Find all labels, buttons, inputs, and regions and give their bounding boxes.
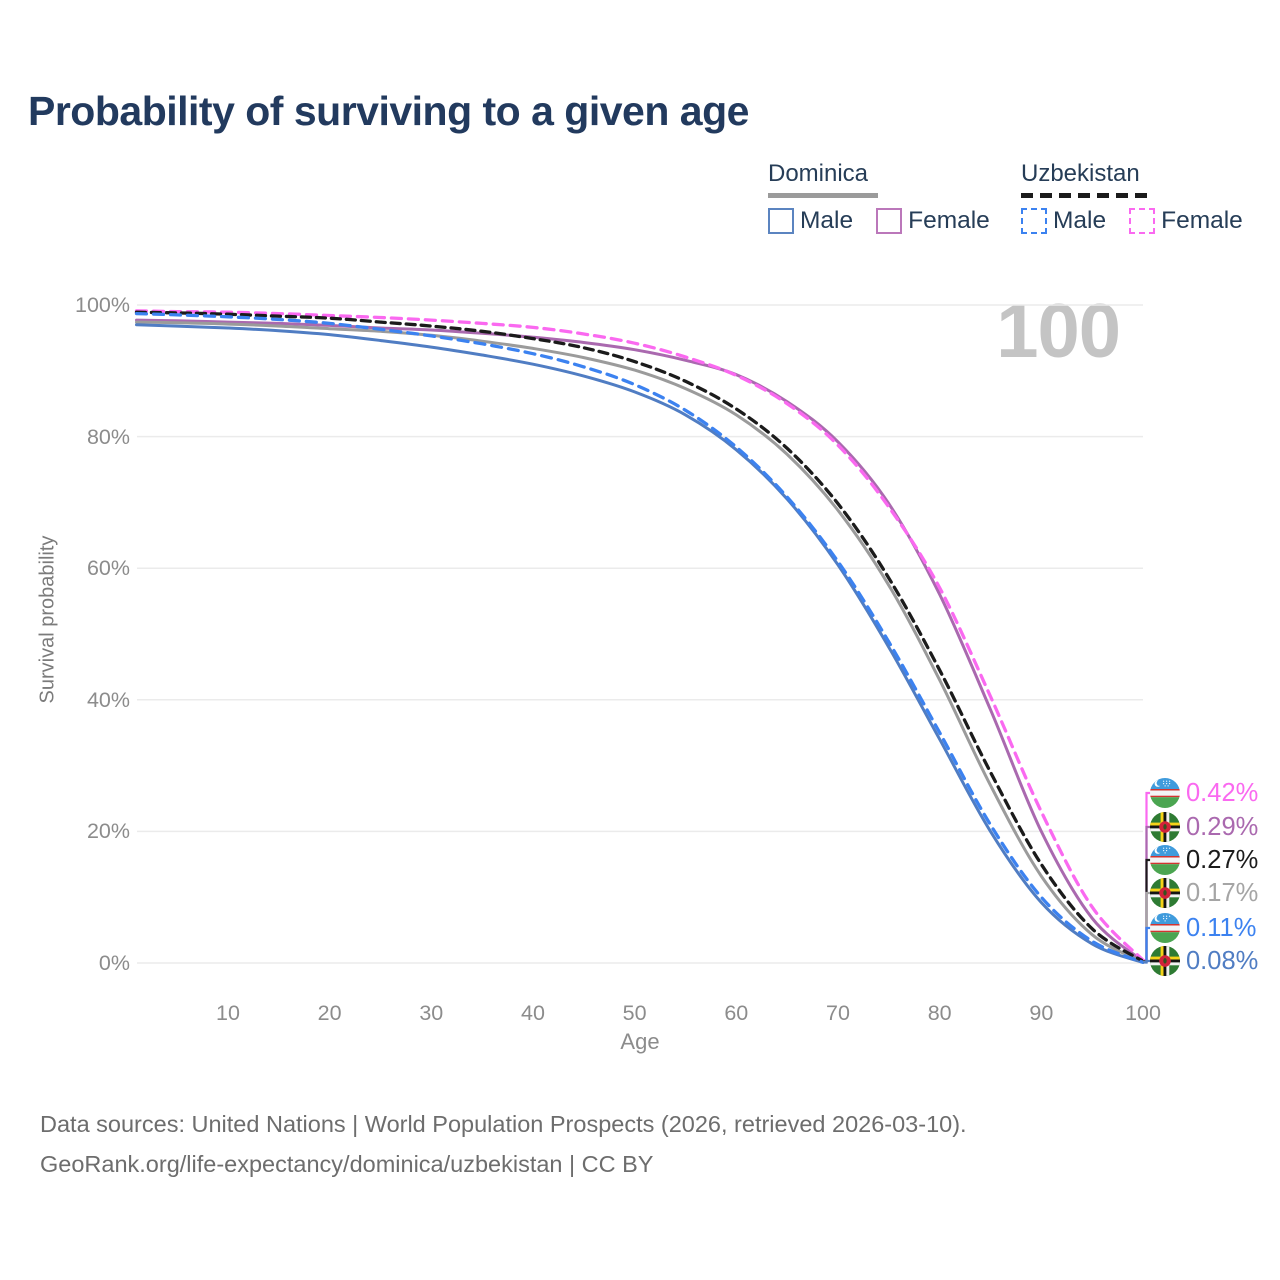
curve-uzbekistan-both — [134, 310, 1145, 963]
y-tick-label: 20% — [86, 819, 130, 844]
legend-label-uzbekistan-male: Male — [1053, 206, 1107, 234]
swatch-dominica-male — [768, 207, 794, 234]
x-axis-title: Age — [620, 1029, 660, 1054]
legend-group-title-dominica: Dominica — [768, 160, 869, 187]
legend-underline-solid — [768, 193, 878, 198]
swatch-uzbekistan-male — [1021, 207, 1047, 234]
end-value: 0.11% — [1186, 913, 1257, 942]
dominica-flag-icon — [1150, 946, 1180, 976]
curve-dominica-female — [135, 318, 1145, 963]
end-value: 0.27% — [1186, 845, 1259, 874]
swatch-uzbekistan-female — [1129, 207, 1156, 234]
end-value: 0.29% — [1186, 812, 1259, 841]
uzbekistan-flag-icon — [1150, 913, 1180, 943]
legend-underline-dashed — [1021, 193, 1149, 198]
x-tick-label: 60 — [724, 1001, 749, 1025]
end-value: 0.08% — [1186, 946, 1259, 975]
end-value: 0.42% — [1186, 778, 1259, 807]
x-tick-label: 90 — [1029, 1001, 1054, 1025]
legend-item-uzbekistan-male[interactable]: Male — [1021, 207, 1106, 235]
end-label-dominica-both: 0.17% — [1150, 878, 1258, 908]
legend-item-dominica-female[interactable]: Female — [876, 207, 990, 235]
x-tick-label: 20 — [317, 1001, 342, 1025]
uzbekistan-flag-icon — [1150, 778, 1180, 808]
y-tick-label: 40% — [86, 687, 130, 712]
x-tick-label: 10 — [216, 1001, 240, 1025]
legend-group-uzbekistan: Uzbekistan Male Female — [1021, 160, 1266, 235]
end-label-uzbekistan-male: 0.11% — [1150, 913, 1256, 943]
curve-dominica-both — [135, 320, 1145, 964]
curve-dominica-male — [135, 323, 1145, 964]
end-label-uzbekistan-female: 0.42% — [1150, 778, 1258, 808]
legend-group-title-uzbekistan: Uzbekistan — [1021, 160, 1140, 187]
y-tick-label: 0% — [98, 951, 130, 975]
y-tick-label: 60% — [86, 556, 130, 581]
footer-attribution: GeoRank.org/life-expectancy/dominica/uzb… — [40, 1151, 654, 1177]
y-tick-label: 80% — [86, 424, 130, 449]
curve-uzbekistan-male — [134, 311, 1145, 964]
footer-data-sources: Data sources: United Nations | World Pop… — [40, 1111, 967, 1137]
legend-label-dominica-female: Female — [908, 206, 990, 234]
swatch-dominica-female — [876, 207, 903, 234]
x-tick-label: 40 — [521, 1001, 545, 1025]
dominica-flag-icon — [1150, 878, 1180, 908]
legend-label-dominica-male: Male — [800, 206, 854, 234]
footer: Data sources: United Nations | World Pop… — [40, 1104, 967, 1184]
x-tick-label: 50 — [622, 1001, 647, 1025]
x-tick-label: 80 — [927, 1001, 952, 1025]
uzbekistan-flag-icon — [1150, 845, 1180, 875]
y-tick-label: 100% — [75, 293, 130, 317]
end-value: 0.17% — [1186, 878, 1259, 907]
legend-label-uzbekistan-female: Female — [1161, 206, 1243, 234]
end-label-connector — [1143, 959, 1151, 964]
legend-group-dominica: Dominica Male Female — [768, 160, 1013, 235]
age-100-watermark: 100 — [996, 289, 1121, 374]
x-tick-label: 30 — [419, 1001, 444, 1025]
curve-uzbekistan-female — [134, 309, 1145, 962]
page-title: Probability of surviving to a given age — [28, 88, 749, 134]
end-label-dominica-female: 0.29% — [1150, 812, 1258, 842]
legend-item-uzbekistan-female[interactable]: Female — [1129, 207, 1243, 235]
x-tick-label: 100 — [1125, 1001, 1161, 1025]
y-axis-title: Survival probability — [36, 535, 59, 704]
x-tick-label: 70 — [826, 1001, 850, 1025]
legend-item-dominica-male[interactable]: Male — [768, 207, 853, 235]
end-label-dominica-male: 0.08% — [1150, 946, 1258, 976]
end-label-uzbekistan-both: 0.27% — [1150, 845, 1258, 875]
dominica-flag-icon — [1150, 812, 1180, 842]
